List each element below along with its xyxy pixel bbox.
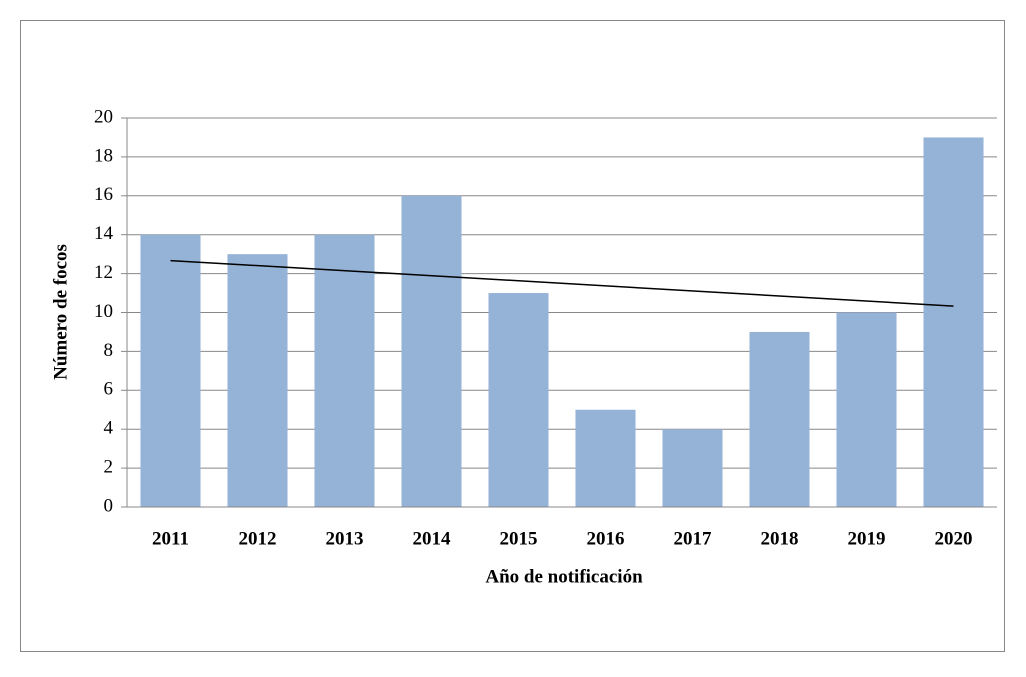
y-tick-label: 20: [94, 106, 113, 127]
bar: [662, 429, 723, 507]
y-axis-title: Número de focos: [50, 244, 71, 380]
y-tick-label: 8: [104, 340, 114, 361]
bar: [836, 312, 897, 507]
x-tick-label: 2020: [935, 528, 973, 549]
y-tick-label: 10: [94, 301, 113, 322]
bar: [227, 254, 288, 507]
bar: [749, 331, 810, 507]
y-tick-label: 4: [104, 418, 114, 439]
x-tick-label: 2018: [761, 528, 799, 549]
trend-line: [170, 259, 954, 307]
x-tick-label: 2011: [152, 528, 189, 549]
x-tick-label: 2017: [674, 528, 713, 549]
bar: [923, 137, 984, 507]
bar: [314, 234, 375, 507]
x-tick-label: 2012: [239, 528, 277, 549]
x-tick-label: 2019: [848, 528, 886, 549]
y-tick-label: 14: [94, 223, 114, 244]
y-tick-label: 6: [104, 379, 114, 400]
x-tick-label: 2014: [413, 528, 452, 549]
bar: [488, 293, 549, 507]
bar: [140, 234, 201, 507]
x-tick-label: 2013: [326, 528, 364, 549]
y-tick-label: 16: [94, 184, 113, 205]
y-tick-label: 12: [94, 262, 113, 283]
x-tick-label: 2016: [587, 528, 625, 549]
y-tick-label: 0: [104, 495, 114, 516]
bar: [401, 195, 462, 508]
y-tick-label: 2: [104, 456, 114, 477]
y-tick-label: 18: [94, 145, 113, 166]
x-tick-label: 2015: [500, 528, 538, 549]
bar: [575, 409, 636, 507]
x-axis-title: Año de notificación: [485, 566, 643, 587]
